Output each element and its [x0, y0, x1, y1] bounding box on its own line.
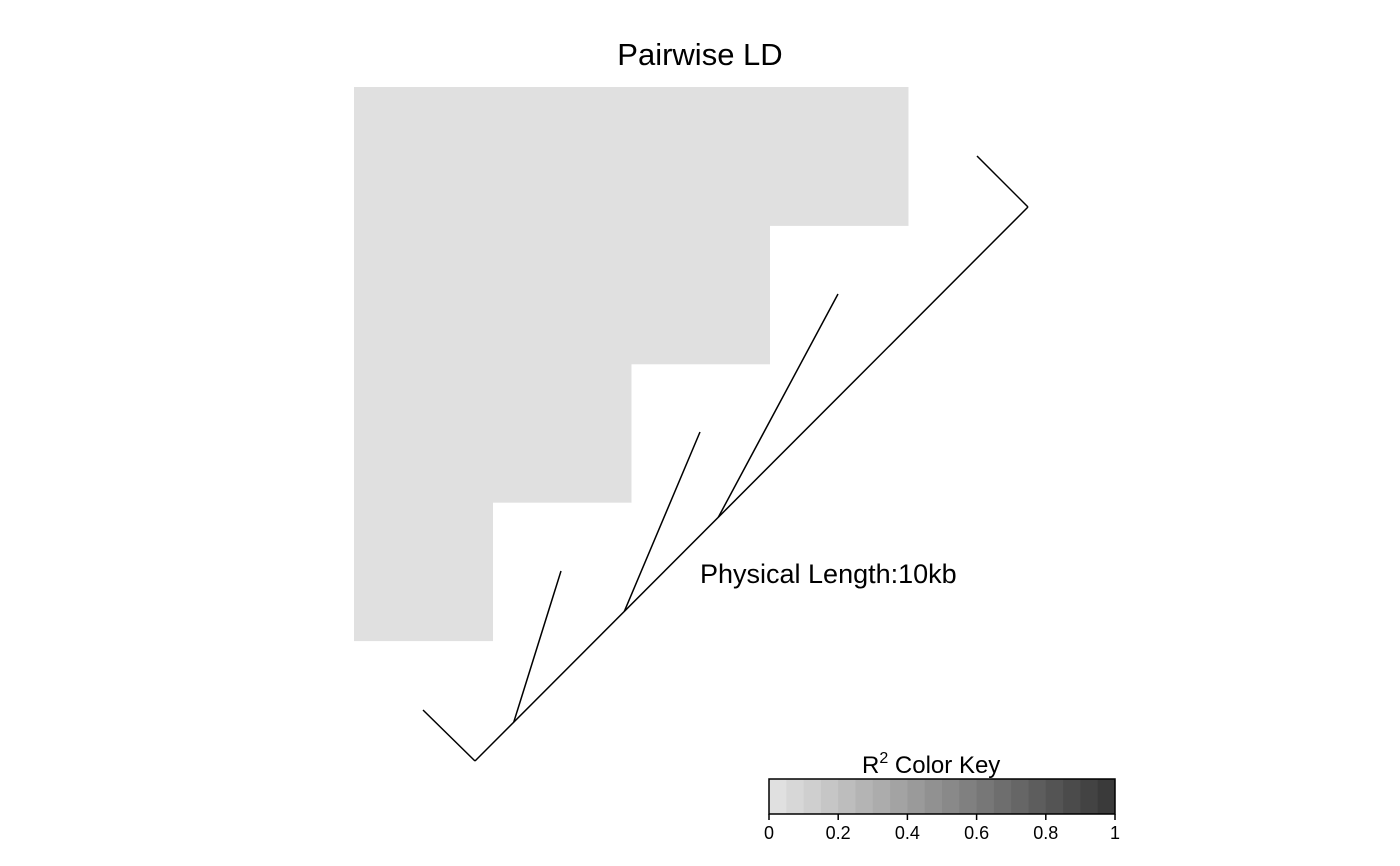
genetic-map [422, 155, 1029, 762]
color-key-swatch [907, 779, 926, 814]
color-key-tick-label: 1 [1110, 823, 1120, 843]
ld-cell [354, 87, 493, 226]
color-key-swatch [786, 779, 804, 814]
color-key-title-sup: 2 [879, 750, 888, 767]
color-key-swatch [803, 779, 822, 814]
color-key-swatch [1097, 779, 1116, 814]
snp-link [717, 293, 839, 518]
snp-link [422, 709, 476, 762]
color-key-swatch [942, 779, 960, 814]
ld-cell [631, 87, 770, 226]
color-key-swatch [838, 779, 856, 814]
color-key-title: R2 Color Key [862, 750, 1000, 779]
color-key-swatch [1080, 779, 1099, 814]
genetic-map-axis [474, 206, 1029, 762]
color-key: R2 Color Key 0 0.2 0.4 0.6 0.8 1 [764, 750, 1120, 843]
color-key-swatch [855, 779, 874, 814]
color-key-swatch [976, 779, 995, 814]
color-key-swatch [890, 779, 908, 814]
ld-cell [492, 363, 632, 503]
snp-link [512, 570, 562, 723]
ld-cells [354, 87, 909, 642]
color-key-swatch [924, 779, 943, 814]
color-key-swatch [959, 779, 977, 814]
color-key-border [768, 778, 1116, 815]
color-key-swatch [872, 779, 891, 814]
color-key-swatch [769, 779, 787, 814]
snp-link [623, 431, 701, 612]
ld-cell [354, 363, 493, 503]
snp-link [976, 155, 1029, 208]
color-key-tick-label: 0.8 [1033, 823, 1058, 843]
color-key-swatch [1045, 779, 1064, 814]
color-key-tick-label: 0 [764, 823, 774, 843]
ld-cell [354, 225, 493, 365]
ld-cell [492, 225, 632, 365]
color-key-swatch [1028, 779, 1047, 814]
color-key-swatch [1063, 779, 1081, 814]
color-key-tick-label: 0.2 [826, 823, 851, 843]
ld-cell [769, 87, 909, 226]
color-key-swatch [1011, 779, 1029, 814]
color-key-swatch [820, 779, 839, 814]
color-key-tick-label: 0.4 [895, 823, 920, 843]
color-key-title-rest: Color Key [888, 752, 1000, 779]
color-key-swatches [769, 779, 1116, 814]
chart-title: Pairwise LD [617, 37, 782, 72]
ld-cell [492, 87, 632, 226]
ld-cell [354, 502, 493, 642]
color-key-swatch [993, 779, 1012, 814]
ld-cell [631, 225, 770, 365]
color-key-tick-label: 0.6 [964, 823, 989, 843]
physical-length-label: Physical Length:10kb [700, 559, 957, 589]
color-key-title-main: R [862, 752, 879, 779]
color-key-ticks: 0 0.2 0.4 0.6 0.8 1 [764, 814, 1120, 843]
